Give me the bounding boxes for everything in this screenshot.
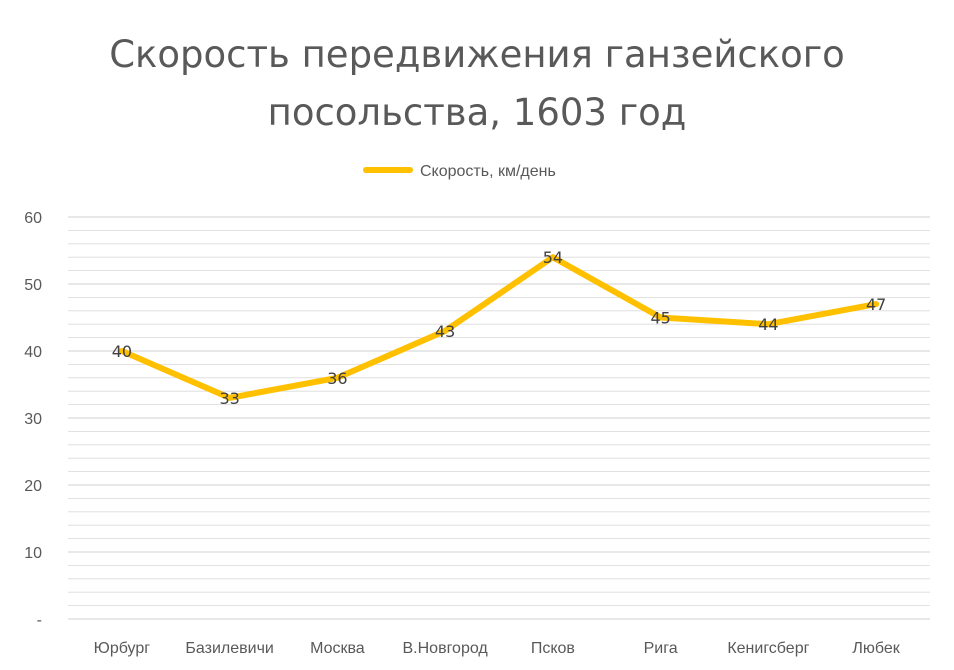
data-label: 43 — [435, 322, 455, 341]
data-label: 45 — [650, 309, 670, 328]
y-axis: - 10 20 30 40 50 60 — [24, 210, 42, 629]
data-label: 54 — [543, 248, 563, 267]
x-tick-label: В.Новгород — [403, 640, 489, 657]
x-tick-label: Кенигсберг — [727, 640, 809, 657]
y-tick-label: 20 — [24, 478, 42, 495]
y-tick-label: 50 — [24, 277, 42, 294]
x-tick-label: Базилевичи — [185, 640, 273, 657]
chart-title-line-2: посольства, 1603 год — [267, 91, 687, 134]
series-line — [118, 254, 880, 401]
x-tick-label: Юрбург — [94, 640, 151, 657]
data-label: 36 — [327, 369, 347, 388]
x-tick-label: Псков — [531, 640, 575, 657]
y-tick-label: 60 — [24, 210, 42, 227]
x-axis: Юрбург Базилевичи Москва В.Новгород Псков Риг… — [94, 640, 901, 657]
x-tick-label: Любек — [852, 640, 900, 657]
data-label: 40 — [112, 342, 132, 361]
y-tick-label: 10 — [24, 545, 42, 562]
legend-label: Скорость, км/день — [420, 163, 556, 180]
data-label: 44 — [758, 315, 778, 334]
y-tick-label: 30 — [24, 411, 42, 428]
legend: Скорость, км/день — [363, 163, 556, 180]
data-label: 47 — [866, 295, 886, 314]
x-tick-label: Москва — [310, 640, 365, 657]
gridlines — [68, 216, 930, 620]
x-tick-label: Рига — [644, 640, 678, 657]
y-tick-label: - — [37, 612, 42, 629]
chart-title-line-1: Скорость передвижения ганзейского — [109, 33, 845, 76]
series-layer — [118, 254, 880, 401]
chart-title: Скорость передвижения ганзейского посоль… — [0, 26, 954, 142]
data-labels: 40 33 36 43 54 45 44 47 — [112, 248, 887, 408]
data-label: 33 — [219, 389, 239, 408]
y-tick-label: 40 — [24, 344, 42, 361]
